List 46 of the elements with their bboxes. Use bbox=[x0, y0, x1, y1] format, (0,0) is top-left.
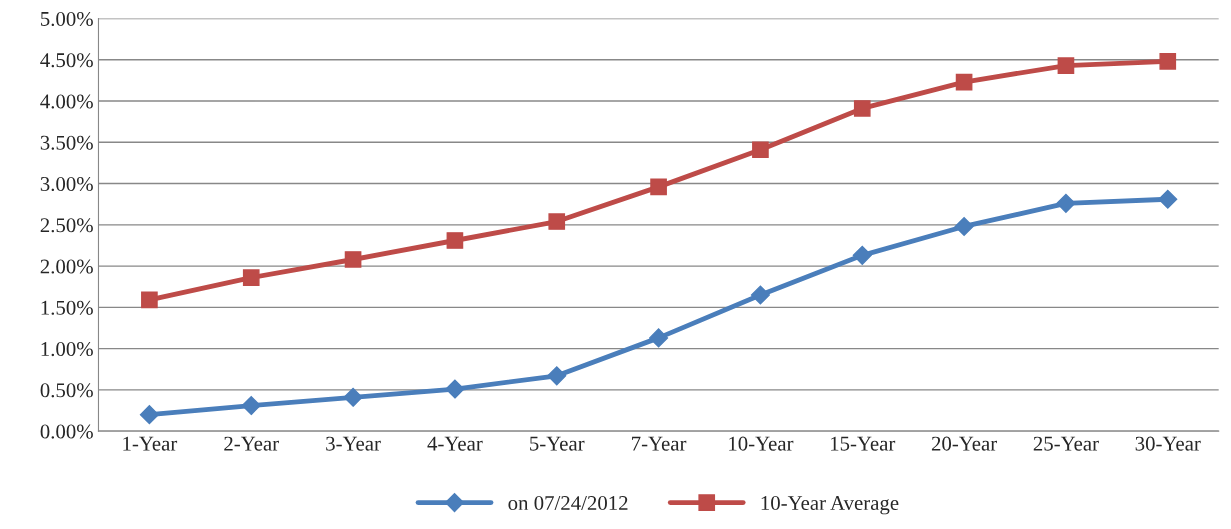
point bbox=[343, 387, 363, 407]
point bbox=[650, 178, 667, 196]
x-tick-label: 7-Year bbox=[632, 436, 687, 451]
point bbox=[446, 232, 464, 249]
point bbox=[649, 328, 669, 348]
point bbox=[241, 396, 261, 416]
point bbox=[445, 379, 465, 399]
x-tick-label: 4-Year bbox=[427, 436, 483, 451]
point bbox=[752, 141, 769, 159]
x-tick-label: 2-Year bbox=[224, 436, 279, 451]
x-tick-label: 3-Year bbox=[326, 436, 381, 451]
point bbox=[1159, 53, 1177, 70]
y-tick-label: 0.50% bbox=[40, 383, 93, 398]
point bbox=[242, 269, 260, 286]
point bbox=[1056, 193, 1076, 213]
x-tick-label: 1-Year bbox=[123, 436, 178, 451]
y-tick-label: 2.00% bbox=[40, 259, 93, 274]
legend-label: on 07/24/2012 bbox=[508, 496, 628, 511]
legend-label: 10-Year Average bbox=[761, 496, 899, 515]
point bbox=[139, 405, 159, 425]
point bbox=[547, 366, 567, 386]
point bbox=[344, 251, 362, 268]
y-tick-label: 2.50% bbox=[40, 218, 93, 233]
y-tick-label: 4.50% bbox=[40, 53, 93, 68]
point bbox=[548, 213, 566, 230]
y-tick-label: 4.00% bbox=[40, 94, 93, 109]
point bbox=[853, 100, 871, 117]
y-tick-label: 3.50% bbox=[40, 135, 93, 150]
point bbox=[1158, 189, 1178, 209]
x-tick-label: 20-Year bbox=[931, 436, 997, 451]
y-tick-label: 0.00% bbox=[40, 424, 93, 439]
y-tick-label: 1.00% bbox=[41, 341, 93, 357]
x-tick-label: 15-Year bbox=[831, 436, 896, 451]
x-tick-label: 10-Year bbox=[729, 436, 794, 451]
point bbox=[1057, 57, 1075, 74]
x-tick-label: 25-Year bbox=[1033, 436, 1099, 451]
point bbox=[852, 245, 872, 265]
y-tick-label: 5.00% bbox=[41, 11, 93, 27]
x-tick-label: 30-Year bbox=[1135, 436, 1201, 451]
y-tick-label: 1.50% bbox=[41, 300, 93, 315]
x-tick-label: 5-Year bbox=[530, 436, 585, 451]
point bbox=[141, 291, 158, 309]
point bbox=[954, 216, 974, 237]
point bbox=[750, 285, 770, 305]
y-tick-label: 3.00% bbox=[40, 176, 93, 192]
point bbox=[955, 73, 973, 91]
